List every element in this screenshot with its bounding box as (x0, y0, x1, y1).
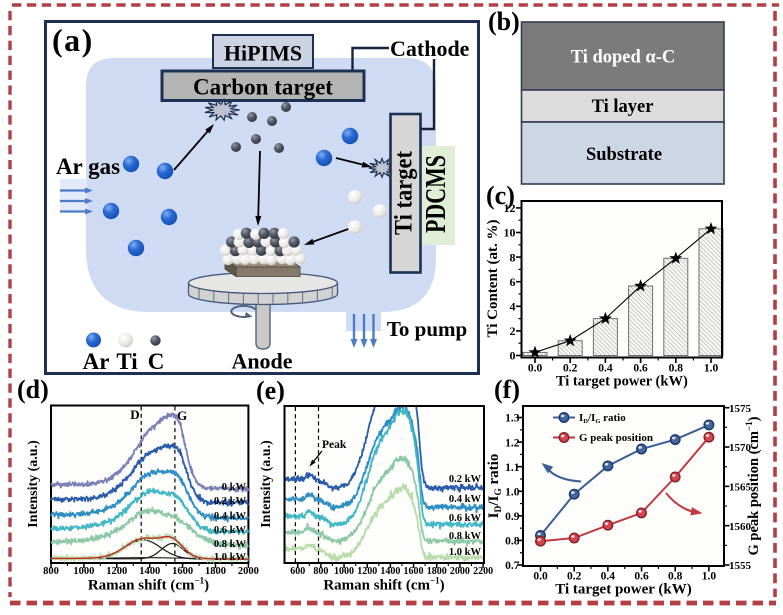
svg-text:2200: 2200 (473, 566, 493, 577)
svg-text:(c): (c) (486, 181, 515, 210)
svg-text:D: D (130, 407, 139, 422)
svg-text:Anode: Anode (231, 349, 292, 374)
svg-text:0.4 kW: 0.4 kW (214, 511, 247, 522)
svg-text:G peak position (cm−1): G peak position (cm−1) (744, 416, 762, 555)
svg-text:0.6 kW: 0.6 kW (449, 513, 482, 524)
svg-text:(f): (f) (494, 375, 520, 404)
svg-text:2000: 2000 (450, 566, 470, 577)
svg-text:Intensity (a.u.): Intensity (a.u.) (26, 440, 41, 528)
svg-text:1570: 1570 (729, 442, 752, 454)
svg-text:1200: 1200 (106, 566, 127, 577)
svg-text:1400: 1400 (139, 566, 160, 577)
svg-text:1000: 1000 (73, 566, 94, 577)
svg-text:Ti target: Ti target (391, 150, 418, 235)
svg-text:Ti: Ti (116, 349, 138, 374)
svg-text:To pump: To pump (387, 317, 467, 341)
svg-text:0.8: 0.8 (669, 362, 684, 374)
svg-text:1560: 1560 (729, 521, 752, 533)
svg-text:10: 10 (504, 226, 516, 240)
svg-text:0.6: 0.6 (634, 571, 649, 583)
svg-text:1.1: 1.1 (505, 462, 520, 474)
svg-text:Ar: Ar (83, 349, 110, 374)
svg-text:(e): (e) (256, 376, 285, 405)
svg-text:0.7: 0.7 (505, 560, 520, 572)
svg-text:0.8: 0.8 (505, 536, 520, 548)
svg-text:1800: 1800 (427, 566, 447, 577)
svg-text:0.4: 0.4 (601, 571, 616, 583)
svg-text:1.0: 1.0 (704, 362, 719, 374)
svg-text:Raman shift (cm−1): Raman shift (cm−1) (88, 576, 209, 594)
svg-text:1.0 kW: 1.0 kW (214, 552, 247, 563)
svg-text:Ti target power (kW): Ti target power (kW) (555, 582, 692, 598)
svg-text:600: 600 (290, 566, 305, 577)
svg-text:ID/IG ratio: ID/IG ratio (579, 412, 626, 425)
svg-text:0.2 kW: 0.2 kW (449, 474, 482, 485)
svg-text:2000: 2000 (238, 566, 259, 577)
svg-text:(d): (d) (17, 375, 49, 404)
svg-text:1400: 1400 (380, 566, 400, 577)
svg-text:0.9: 0.9 (505, 511, 520, 523)
svg-text:(b): (b) (488, 7, 520, 36)
svg-text:0.0: 0.0 (533, 571, 548, 583)
svg-text:1600: 1600 (172, 566, 193, 577)
svg-text:0.4: 0.4 (598, 362, 613, 374)
svg-text:HiPIMS: HiPIMS (224, 41, 302, 66)
svg-text:Raman shift (cm−1): Raman shift (cm−1) (323, 576, 444, 594)
svg-text:12: 12 (504, 201, 516, 215)
svg-text:1555: 1555 (729, 560, 752, 572)
svg-text:6: 6 (510, 275, 516, 289)
svg-text:ID/IG ratio: ID/IG ratio (486, 454, 504, 519)
svg-text:1.2: 1.2 (505, 437, 520, 449)
svg-text:0.0: 0.0 (528, 362, 543, 374)
svg-text:Ti doped α-C: Ti doped α-C (571, 48, 676, 68)
svg-text:800: 800 (43, 566, 59, 577)
svg-text:Substrate: Substrate (586, 145, 662, 165)
svg-text:1565: 1565 (729, 482, 752, 494)
svg-text:0.8 kW: 0.8 kW (214, 539, 247, 550)
svg-text:0: 0 (510, 349, 516, 363)
svg-text:Ar gas: Ar gas (56, 154, 120, 179)
svg-text:Cathode: Cathode (390, 36, 470, 61)
svg-text:Intensity (a.u.): Intensity (a.u.) (259, 440, 274, 528)
svg-text:C: C (148, 349, 165, 374)
svg-text:1.3: 1.3 (505, 413, 520, 425)
svg-text:8: 8 (510, 250, 516, 264)
svg-text:0.2 kW: 0.2 kW (214, 496, 247, 507)
svg-text:0.2: 0.2 (563, 362, 578, 374)
svg-text:0.6: 0.6 (633, 362, 648, 374)
svg-text:Ti target power (kW): Ti target power (kW) (556, 374, 688, 390)
svg-text:0.2: 0.2 (567, 571, 582, 583)
svg-text:2: 2 (510, 324, 516, 338)
svg-text:G peak position: G peak position (579, 432, 653, 444)
svg-text:0 kW: 0 kW (222, 482, 247, 493)
svg-text:Ti layer: Ti layer (592, 97, 654, 117)
svg-text:0.8: 0.8 (668, 571, 683, 583)
svg-text:800: 800 (313, 566, 328, 577)
svg-text:Ti Content (at. %): Ti Content (at. %) (485, 219, 501, 337)
svg-text:0.8 kW: 0.8 kW (449, 531, 482, 542)
svg-text:1575: 1575 (729, 403, 752, 415)
svg-text:1.0: 1.0 (505, 486, 520, 498)
svg-text:1.0 kW: 1.0 kW (449, 547, 482, 558)
svg-text:Peak: Peak (322, 439, 347, 451)
svg-text:1000: 1000 (334, 566, 354, 577)
svg-text:PDCMS: PDCMS (421, 155, 452, 233)
svg-text:1600: 1600 (404, 566, 424, 577)
svg-text:0.4 kW: 0.4 kW (449, 494, 482, 505)
svg-text:1200: 1200 (357, 566, 377, 577)
svg-text:Carbon target: Carbon target (193, 75, 333, 100)
svg-text:(a): (a) (52, 22, 94, 58)
svg-text:1800: 1800 (205, 566, 226, 577)
svg-text:1.0: 1.0 (702, 571, 717, 583)
svg-text:4: 4 (510, 300, 516, 314)
svg-text:0.6 kW: 0.6 kW (214, 525, 247, 536)
svg-text:G: G (177, 408, 187, 423)
